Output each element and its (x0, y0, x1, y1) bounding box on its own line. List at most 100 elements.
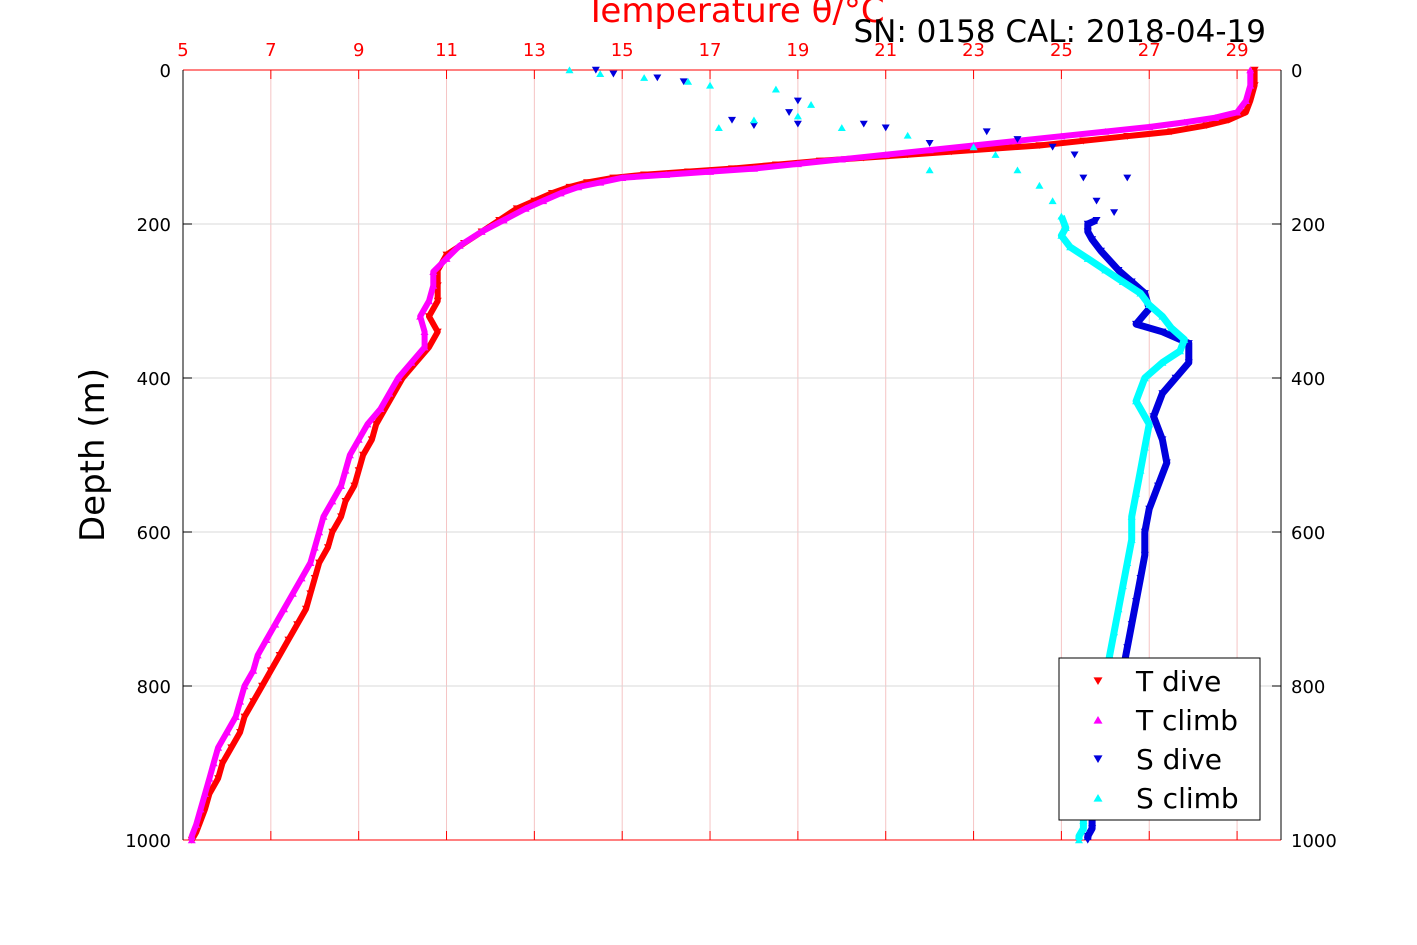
y-left-tick-label: 200 (137, 215, 171, 236)
data-point (1114, 267, 1123, 274)
data-point (714, 124, 723, 131)
data-point (591, 66, 600, 74)
series-t-climb (187, 66, 1255, 844)
data-point (477, 228, 486, 235)
data-point (240, 682, 249, 690)
data-point (1246, 66, 1255, 74)
data-point (1083, 255, 1092, 262)
data-point (1013, 136, 1022, 143)
y-left-tick-label: 0 (160, 61, 171, 82)
y-right-tick-label: 800 (1291, 677, 1325, 698)
y-left-tick-label: 1000 (125, 831, 171, 852)
legend: T dive T climb S dive S climb (1058, 657, 1261, 821)
y-right-tick-label: 200 (1291, 215, 1325, 236)
data-point (521, 205, 530, 212)
data-point (258, 682, 267, 690)
data-point (1224, 116, 1233, 124)
x-top-tick-label: 23 (962, 40, 985, 61)
data-point (556, 189, 565, 197)
data-point (372, 421, 381, 428)
data-point (1035, 181, 1044, 189)
data-point (1088, 236, 1097, 243)
data-point (1101, 128, 1110, 135)
data-point (679, 78, 688, 86)
data-point (429, 282, 438, 289)
data-point (1083, 220, 1092, 228)
data-point (1123, 174, 1132, 182)
data-point (1145, 420, 1154, 428)
data-point (1114, 605, 1123, 613)
data-point (271, 620, 280, 628)
data-point (376, 405, 385, 412)
data-point (420, 343, 429, 351)
legend-label: S climb (1136, 782, 1239, 815)
data-point (1127, 513, 1136, 520)
data-point (1070, 151, 1079, 159)
data-point (266, 667, 275, 675)
data-point (1158, 328, 1167, 336)
data-point (249, 698, 258, 705)
y-right-tick-label: 1000 (1291, 831, 1337, 852)
x-top-tick-label: 27 (1138, 40, 1161, 61)
data-point (749, 164, 758, 172)
x-top-tick-label: 13 (523, 40, 546, 61)
data-point (1140, 551, 1149, 559)
data-point (1175, 347, 1184, 355)
data-point (323, 544, 332, 551)
data-point (1048, 197, 1057, 205)
data-point (1149, 413, 1158, 421)
data-point (1057, 212, 1066, 220)
data-point (618, 174, 627, 181)
data-point (1057, 132, 1066, 140)
data-point (1180, 335, 1189, 343)
data-point (1079, 824, 1088, 832)
data-point (1101, 266, 1110, 274)
y-right-tick-label: 600 (1291, 523, 1325, 544)
data-point (200, 790, 209, 797)
data-point (1092, 216, 1101, 224)
data-point (837, 155, 846, 163)
chart-subtitle: SN: 0158 CAL: 2018-04-19 (854, 14, 1267, 50)
data-point (1048, 143, 1057, 151)
data-point (1061, 224, 1070, 232)
data-point (706, 168, 715, 175)
data-point (991, 151, 1000, 158)
data-point (1171, 374, 1180, 382)
data-point (363, 420, 372, 428)
data-point (1110, 628, 1119, 636)
data-point (1202, 122, 1211, 130)
data-point (227, 744, 236, 752)
data-point (1184, 359, 1193, 367)
data-point (407, 359, 416, 366)
data-point (793, 112, 802, 120)
data-point (1140, 443, 1149, 451)
tick-labels: 5 7 9 11 13 15 17 19 21 23 25 27 29 0 0 200 200 400 400 600… (125, 40, 1337, 852)
data-point (275, 652, 284, 659)
data-point (1180, 118, 1189, 126)
x-top-tick-label: 29 (1226, 40, 1249, 61)
data-point (359, 451, 368, 459)
data-point (240, 713, 249, 721)
data-point (653, 74, 662, 82)
data-point (749, 116, 758, 124)
data-point (662, 171, 671, 178)
data-point (196, 805, 205, 813)
data-point (306, 590, 315, 598)
data-point (328, 528, 337, 536)
data-point (1145, 123, 1154, 131)
y-left-tick-label: 800 (137, 677, 171, 698)
data-point (925, 166, 934, 174)
data-point (249, 667, 258, 674)
x-top-tick-label: 25 (1050, 40, 1073, 61)
data-point (192, 821, 201, 828)
legend-marker (1093, 755, 1103, 764)
data-point (1074, 836, 1083, 844)
y-left-tick-label: 600 (137, 523, 171, 544)
data-point (609, 70, 618, 78)
data-point (881, 151, 890, 158)
data-point (1167, 324, 1176, 332)
data-point (1132, 397, 1141, 405)
data-point (1057, 231, 1066, 239)
axes (182, 69, 1282, 841)
data-point (706, 81, 715, 89)
